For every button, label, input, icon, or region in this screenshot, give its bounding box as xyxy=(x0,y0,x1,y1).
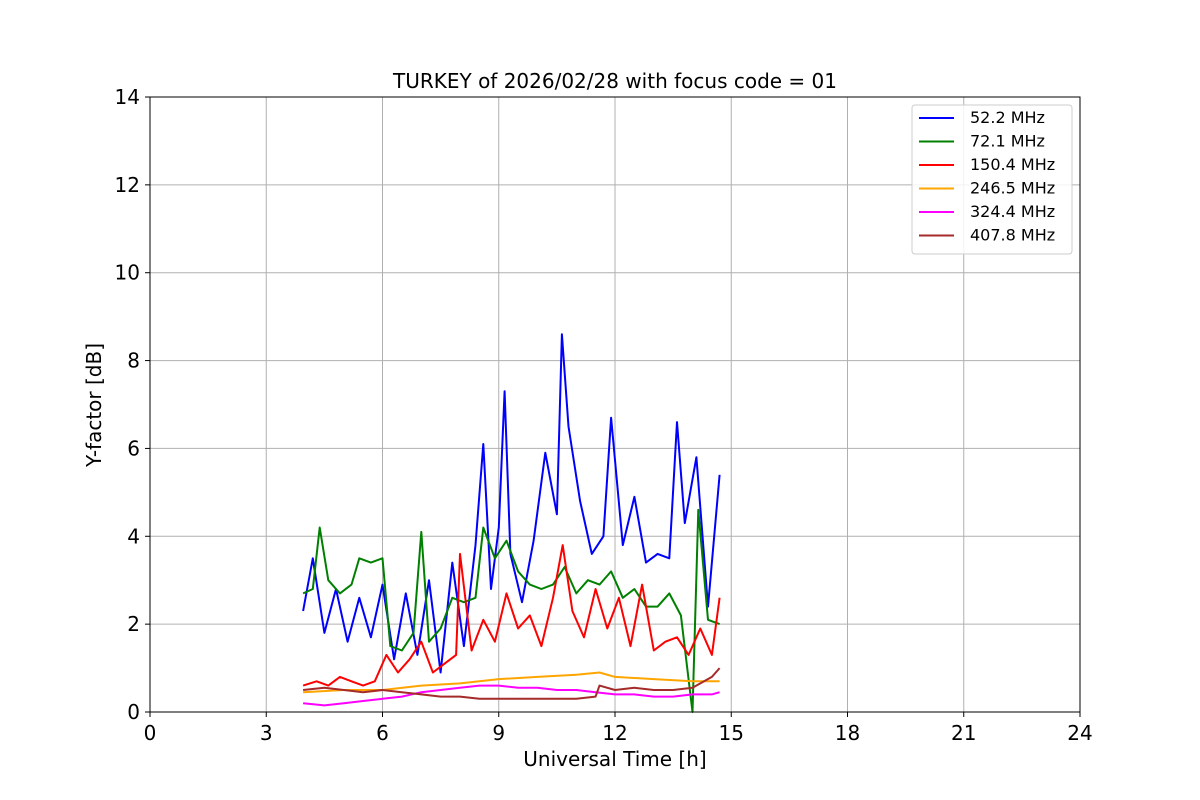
legend-label: 72.1 MHz xyxy=(970,132,1045,151)
y-tick-label: 4 xyxy=(127,524,140,548)
y-tick-label: 8 xyxy=(127,349,140,373)
legend-label: 324.4 MHz xyxy=(970,202,1055,221)
series-line-0 xyxy=(302,333,721,674)
legend-label: 150.4 MHz xyxy=(970,155,1055,174)
x-axis-label: Universal Time [h] xyxy=(523,747,706,771)
legend-label: 52.2 MHz xyxy=(970,108,1045,127)
x-tick-label: 12 xyxy=(602,721,627,745)
series-line-1 xyxy=(302,508,720,713)
x-tick-label: 24 xyxy=(1067,721,1092,745)
legend-label: 407.8 MHz xyxy=(970,226,1055,245)
y-tick-label: 2 xyxy=(127,612,140,636)
y-tick-label: 12 xyxy=(115,173,140,197)
series-line-5 xyxy=(302,667,721,700)
x-tick-label: 3 xyxy=(260,721,273,745)
x-tick-label: 21 xyxy=(951,721,976,745)
series-layer xyxy=(302,333,721,713)
legend: 52.2 MHz 72.1 MHz 150.4 MHz 246.5 MHz 324.4… xyxy=(911,104,1073,255)
legend-label: 246.5 MHz xyxy=(970,179,1055,198)
y-tick-label: 10 xyxy=(115,261,140,285)
series-line-4 xyxy=(302,684,720,707)
y-tick-label: 14 xyxy=(115,85,140,109)
y-axis-label: Y-factor [dB] xyxy=(82,343,106,468)
x-tick-label: 0 xyxy=(144,721,157,745)
x-tick-label: 9 xyxy=(492,721,505,745)
chart-title: TURKEY of 2026/02/28 with focus code = 0… xyxy=(392,69,837,93)
series-line-2 xyxy=(302,544,721,687)
x-tick-label: 6 xyxy=(376,721,389,745)
y-tick-label: 0 xyxy=(127,700,140,724)
x-tick-label: 15 xyxy=(719,721,744,745)
y-tick-label: 6 xyxy=(127,436,140,460)
x-tick-label: 18 xyxy=(835,721,860,745)
